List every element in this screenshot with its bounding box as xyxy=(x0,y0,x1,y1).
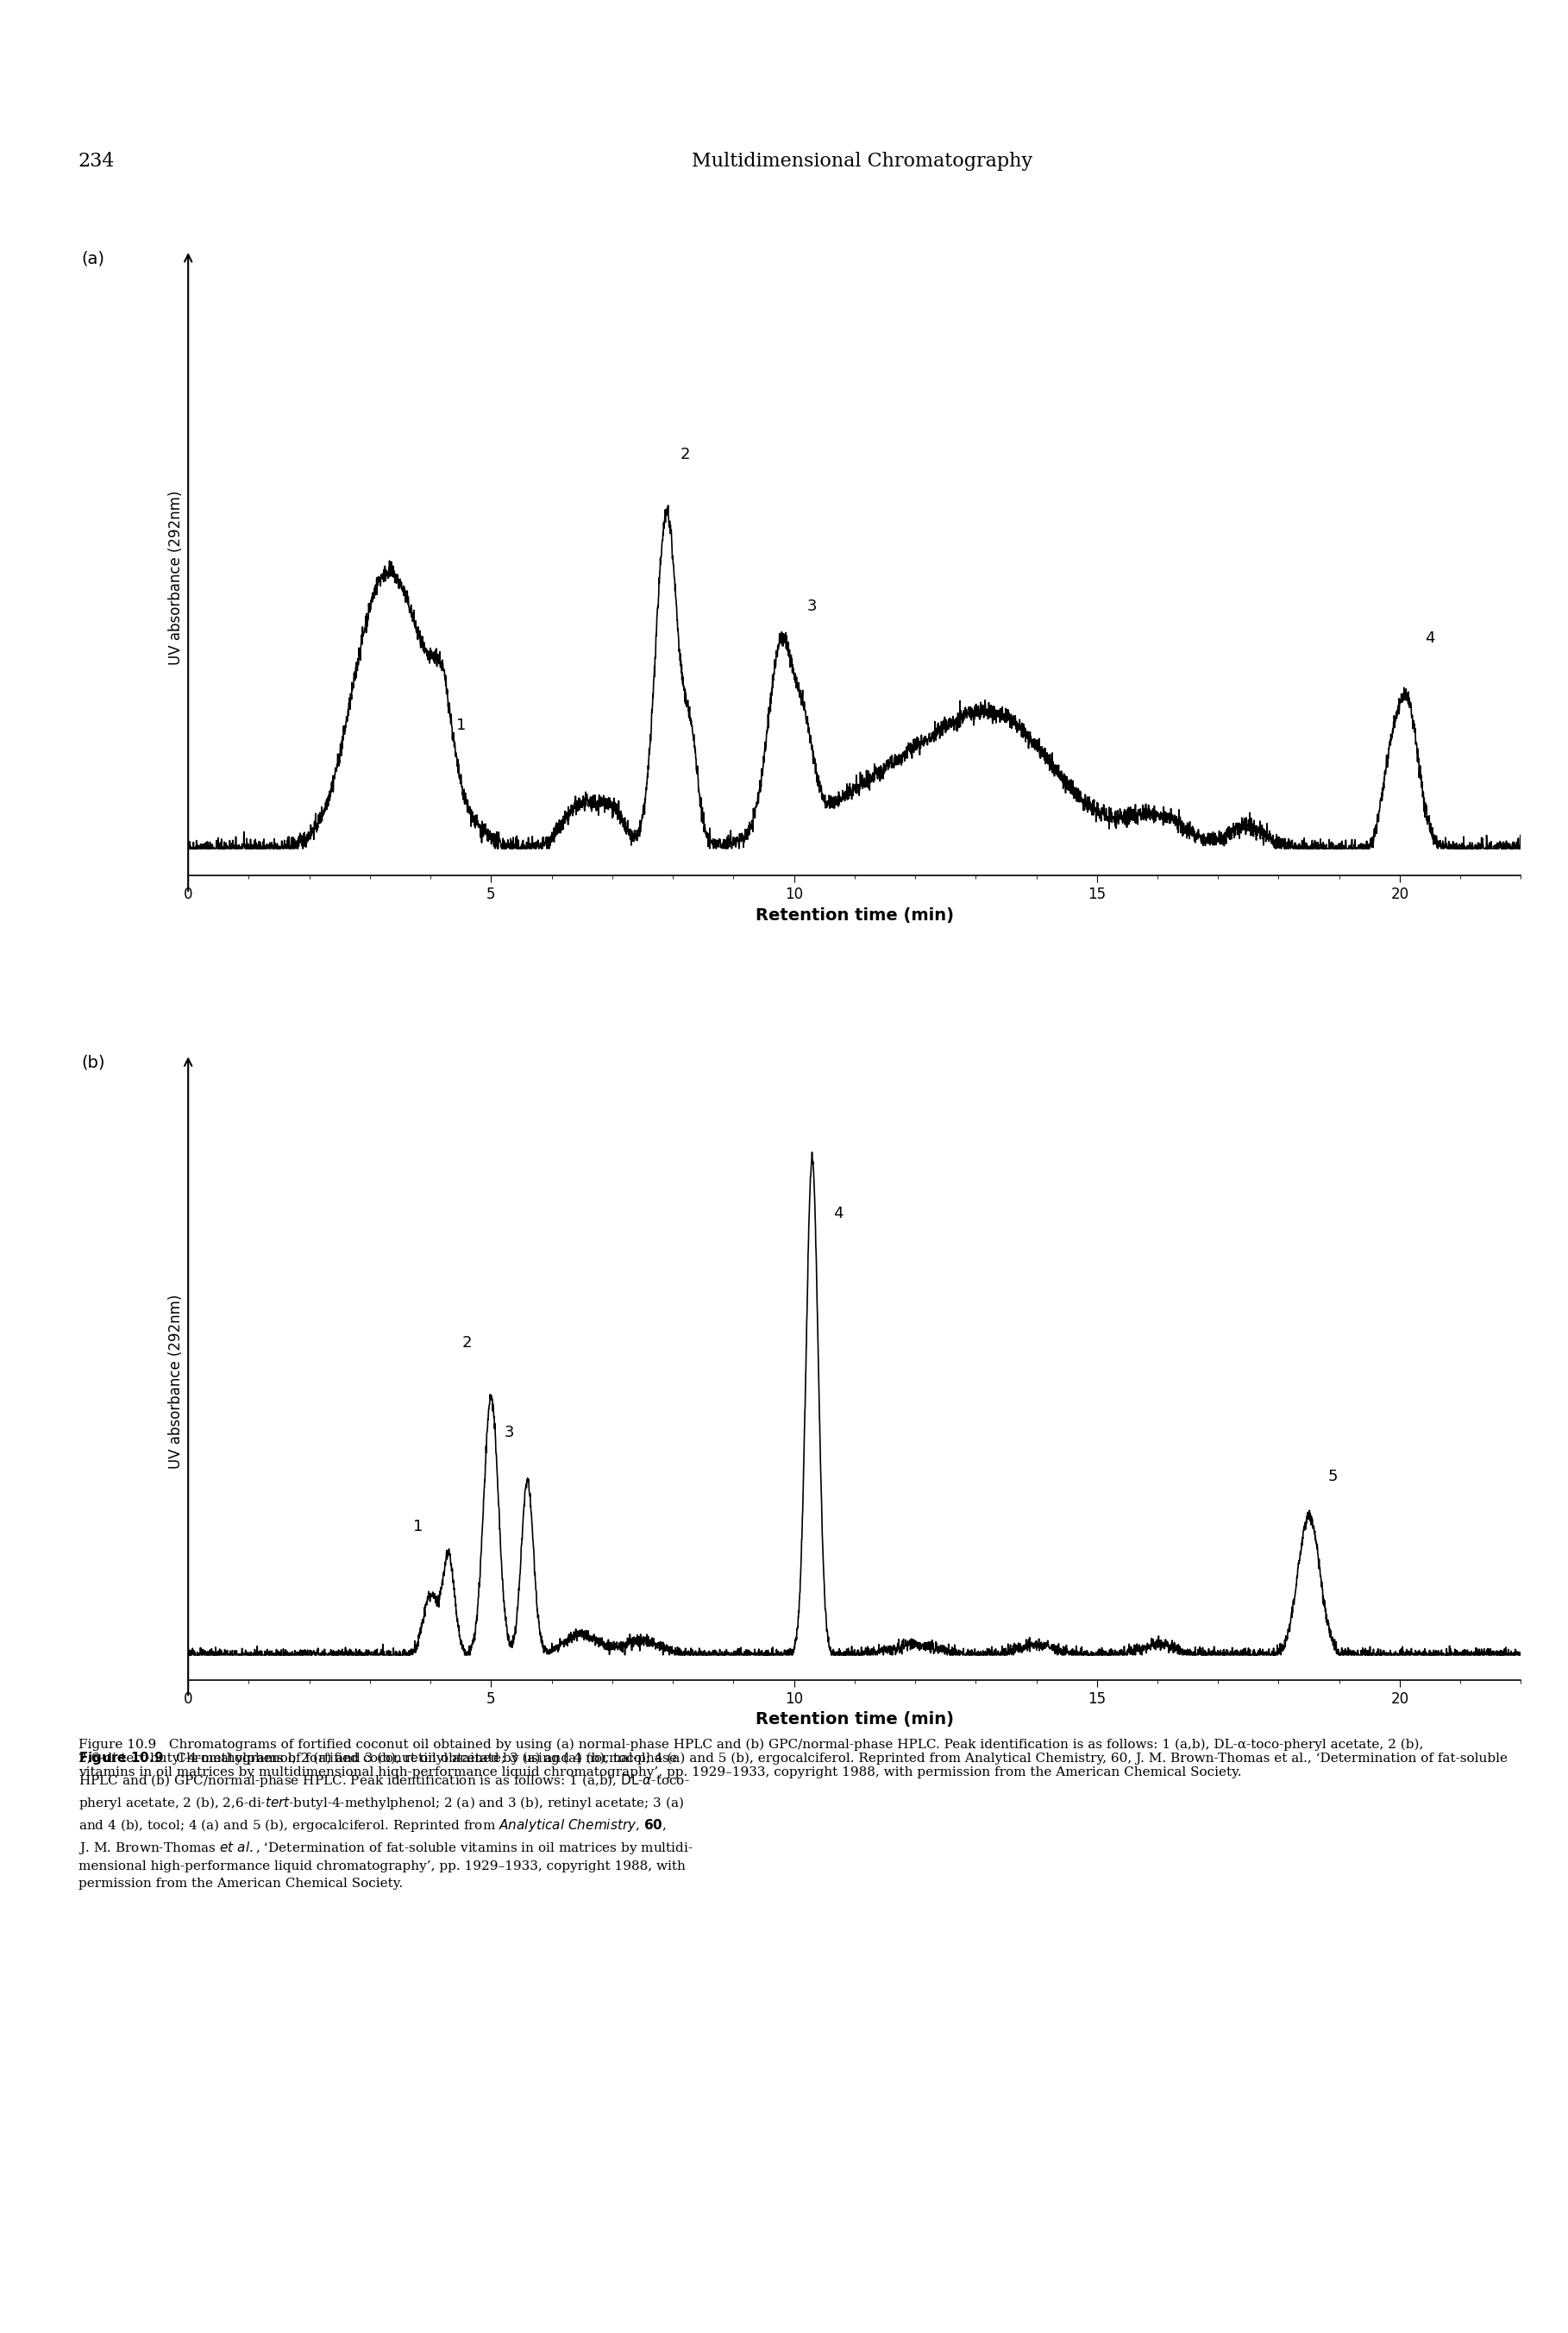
Text: Figure 10.9   Chromatograms of fortified coconut oil obtained by using (a) norma: Figure 10.9 Chromatograms of fortified c… xyxy=(78,1738,1507,1778)
Text: 3: 3 xyxy=(505,1425,514,1439)
Text: 5: 5 xyxy=(1328,1470,1338,1484)
Text: (b): (b) xyxy=(82,1055,105,1071)
Text: 4: 4 xyxy=(833,1206,844,1222)
Text: $\bf{Figure\ 10.9}$   Chromatograms of fortified coconut oil obtained by using (: $\bf{Figure\ 10.9}$ Chromatograms of for… xyxy=(78,1750,693,1890)
Text: 234: 234 xyxy=(78,152,114,170)
Text: Multidimensional Chromatography: Multidimensional Chromatography xyxy=(691,152,1033,170)
Text: 2: 2 xyxy=(681,446,690,462)
X-axis label: Retention time (min): Retention time (min) xyxy=(756,1712,953,1729)
Text: 3: 3 xyxy=(808,597,817,614)
Text: 1: 1 xyxy=(456,716,466,733)
Text: 2: 2 xyxy=(463,1334,472,1351)
Text: (a): (a) xyxy=(82,250,105,266)
Y-axis label: UV absorbance (292nm): UV absorbance (292nm) xyxy=(168,490,183,665)
Text: 4: 4 xyxy=(1425,630,1435,646)
Text: 1: 1 xyxy=(414,1519,423,1535)
Y-axis label: UV absorbance (292nm): UV absorbance (292nm) xyxy=(168,1295,183,1470)
X-axis label: Retention time (min): Retention time (min) xyxy=(756,908,953,924)
